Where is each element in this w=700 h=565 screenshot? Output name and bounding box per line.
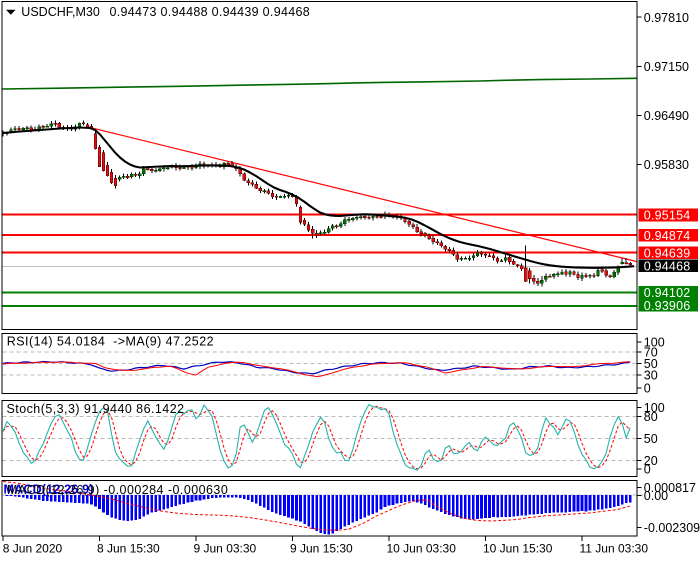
svg-text:0.94874: 0.94874 <box>644 229 691 243</box>
svg-text:0.00: 0.00 <box>644 489 668 503</box>
svg-text:0.94473 0.94488 0.94439 0.9446: 0.94473 0.94488 0.94439 0.94468 <box>110 5 310 19</box>
svg-text:0: 0 <box>644 462 651 476</box>
svg-text:100: 100 <box>644 401 665 415</box>
svg-text:0.000817: 0.000817 <box>644 481 696 495</box>
svg-text:11 Jun 03:30: 11 Jun 03:30 <box>580 542 649 556</box>
svg-text:100: 100 <box>644 336 665 350</box>
svg-text:20: 20 <box>644 454 658 468</box>
svg-text:0.96490: 0.96490 <box>644 109 689 123</box>
svg-text:50: 50 <box>644 432 658 446</box>
svg-text:8 Jun 15:30: 8 Jun 15:30 <box>97 542 160 556</box>
svg-text:0.93906: 0.93906 <box>644 299 691 313</box>
svg-text:0.94102: 0.94102 <box>644 286 691 300</box>
svg-text:9 Jun 15:30: 9 Jun 15:30 <box>290 542 353 556</box>
svg-text:80: 80 <box>644 410 658 424</box>
svg-text:8 Jun 2020: 8 Jun 2020 <box>3 542 63 556</box>
svg-text:10 Jun 03:30: 10 Jun 03:30 <box>387 542 457 556</box>
svg-text:70: 70 <box>644 346 658 360</box>
svg-text:9 Jun 03:30: 9 Jun 03:30 <box>194 542 257 556</box>
svg-text:10 Jun 15:30: 10 Jun 15:30 <box>483 542 553 556</box>
svg-text:USDCHF,M30: USDCHF,M30 <box>21 5 100 19</box>
svg-text:Stoch(5,3,3) 91.9440 86.1422: Stoch(5,3,3) 91.9440 86.1422 <box>7 402 185 416</box>
svg-text:0.97150: 0.97150 <box>644 60 689 74</box>
svg-text:0: 0 <box>644 382 651 396</box>
svg-text:MACD(12,26,9) -0.000284 -0.000: MACD(12,26,9) -0.000284 -0.000630 <box>7 483 228 497</box>
svg-text:30: 30 <box>644 369 658 383</box>
svg-text:RSI(14) 54.0184 ->MA(9) 47.25: RSI(14) 54.0184 ->MA(9) 47.2522 <box>7 335 214 349</box>
svg-text:MACD(12,26,9): MACD(12,26,9) <box>4 482 94 496</box>
svg-text:0.95830: 0.95830 <box>644 158 689 172</box>
svg-text:50: 50 <box>644 357 658 371</box>
svg-text:0.95154: 0.95154 <box>644 209 691 223</box>
svg-text:0.97810: 0.97810 <box>644 11 689 25</box>
svg-text:-0.002309: -0.002309 <box>644 521 700 535</box>
svg-text:0.94639: 0.94639 <box>644 246 691 260</box>
svg-text:0.94468: 0.94468 <box>644 259 691 273</box>
